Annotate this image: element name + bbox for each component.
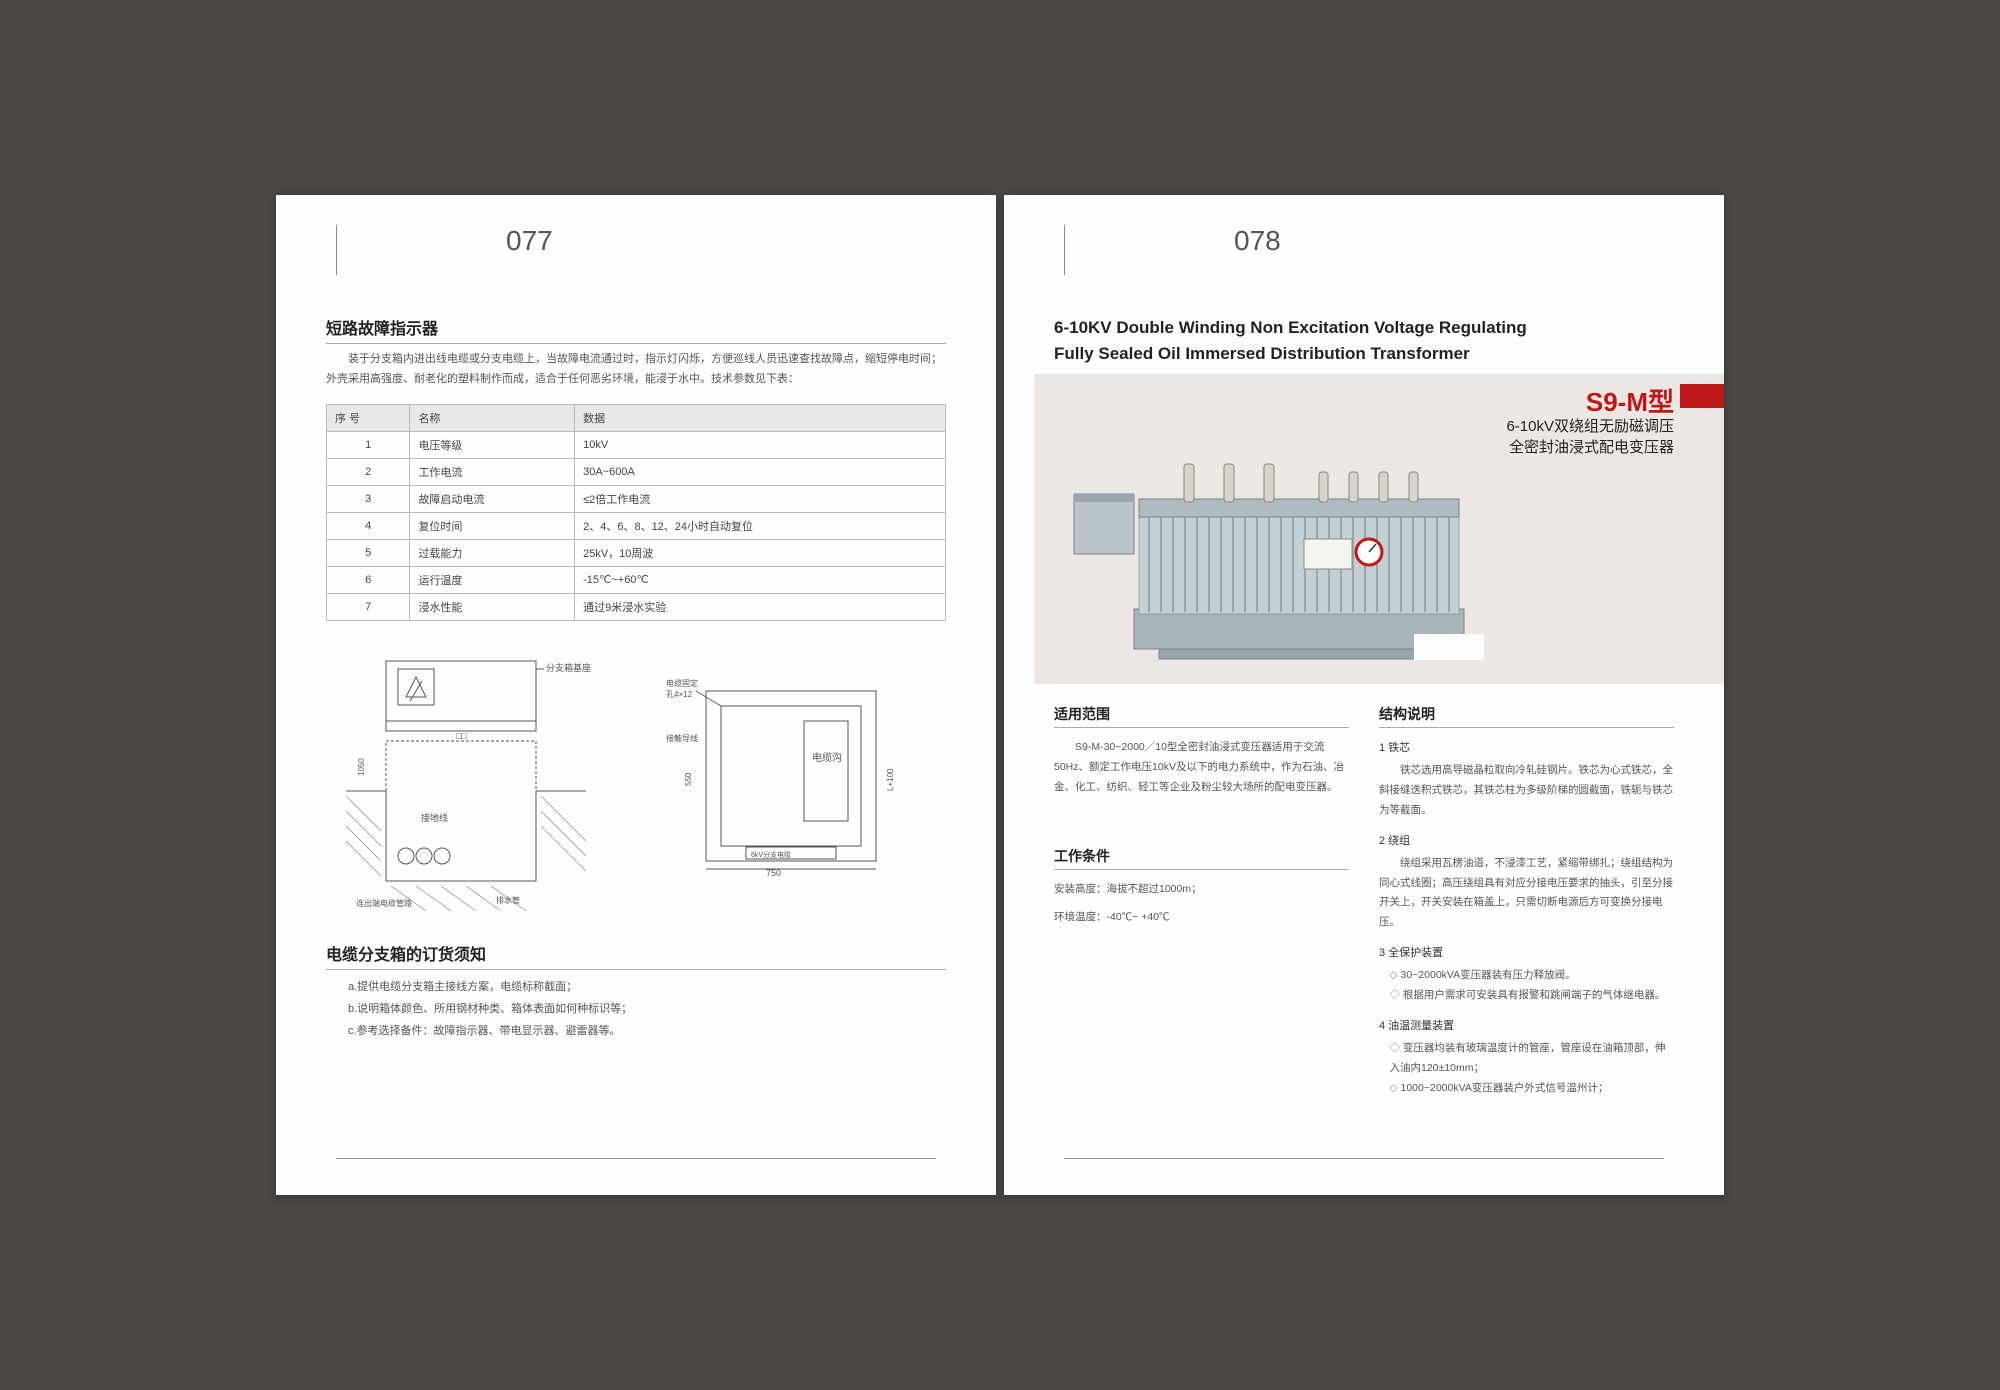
right-column: 结构说明 1 铁芯铁芯选用高导磁晶粒取向冷轧硅钢片。铁芯为心式铁芯，全斜接缝迭积… [1379,704,1674,1109]
cn-subtitle-l1: 6-10kV双绕组无励磁调压 [1506,416,1674,437]
svg-text:550: 550 [684,772,693,786]
product-banner: S9-M型 6-10kV双绕组无励磁调压 全密封油浸式配电变压器 [1034,374,1724,684]
svg-text:电缆沟: 电缆沟 [812,751,842,764]
english-title-line2: Fully Sealed Oil Immersed Distribution T… [1054,341,1674,367]
cn-subtitle-l2: 全密封油浸式配电变压器 [1506,437,1674,458]
structure-head: 1 铁芯 [1379,738,1674,759]
svg-text:L+100: L+100 [886,768,895,791]
table-row: 1电压等级10kV [327,431,946,458]
structure-title: 结构说明 [1379,704,1674,728]
svg-text:接触导线: 接触导线 [666,733,698,743]
cond-line2: 环境温度：-40℃~ +40℃ [1054,908,1349,928]
structure-item: 2 绕组绕组采用瓦楞油道，不浸漆工艺，紧缩带绑扎；绕组结构为同心式线圈；高压绕组… [1379,831,1674,934]
svg-text:孔4×12: 孔4×12 [666,690,693,699]
page-right: 078 6-10KV Double Winding Non Excitation… [1004,195,1724,1195]
table-row: 3故障启动电流≤2倍工作电流 [327,485,946,512]
page-number-left: 077 [506,225,553,257]
header-rule [336,225,337,275]
list-item: c.参考选择备件：故障指示器、带电显示器、避雷器等。 [348,1020,946,1042]
table-header: 数据 [575,404,946,431]
cond-line1: 安装高度：海拔不超过1000m； [1054,880,1349,900]
structure-bullet: 30~2000kVA变压器装有压力释放阀。 [1379,966,1674,986]
table-header: 名称 [410,404,575,431]
structure-head: 2 绕组 [1379,831,1674,852]
section-title-fault-indicator: 短路故障指示器 [326,315,946,344]
svg-text:接地线: 接地线 [421,812,448,823]
structure-body: 绕组采用瓦楞油道，不浸漆工艺，紧缩带绑扎；绕组结构为同心式线圈；高压绕组具有对应… [1379,854,1674,934]
structure-head: 4 油温测量装置 [1379,1016,1674,1037]
header-rule [1064,225,1065,275]
footer-rule [1064,1158,1664,1159]
structure-body: 铁芯选用高导磁晶粒取向冷轧硅钢片。铁芯为心式铁芯，全斜接缝迭积式铁芯，其铁芯柱为… [1379,761,1674,821]
scope-title: 适用范围 [1054,704,1349,728]
left-column: 适用范围 S9-M-30~2000／10型全密封油浸式变压器适用于交流50Hz、… [1054,704,1349,1109]
transformer-illustration [1064,444,1504,674]
structure-bullet: 变压器均装有玻璃温度计的管座，管座设在油箱顶部，伸入油内120±10mm； [1379,1039,1674,1079]
table-row: 4复位时间2、4、6、8、12、24小时自动复位 [327,512,946,539]
svg-text:□□: □□ [456,731,467,741]
english-title-line1: 6-10KV Double Winding Non Excitation Vol… [1054,315,1674,341]
structure-item: 3 全保护装置30~2000kVA变压器装有压力释放阀。根据用户需求可安装具有报… [1379,943,1674,1006]
model-label: S9-M型 [1586,382,1674,419]
svg-text:分支箱基座: 分支箱基座 [546,662,591,673]
page-number-right: 078 [1234,225,1281,257]
structure-item: 4 油温测量装置变压器均装有玻璃温度计的管座，管座设在油箱顶部，伸入油内120±… [1379,1016,1674,1099]
page-spread: 077 短路故障指示器 装于分支箱内进出线电缆或分支电缆上，当故障电流通过时，指… [276,195,1724,1195]
list-item: a.提供电缆分支箱主接线方案，电缆标称截面； [348,976,946,998]
chinese-subtitle: 6-10kV双绕组无励磁调压 全密封油浸式配电变压器 [1506,416,1674,458]
svg-text:连出端电缆管路: 连出端电缆管路 [356,898,412,908]
section-title-order: 电缆分支箱的订货须知 [326,941,946,970]
structure-head: 3 全保护装置 [1379,943,1674,964]
list-item: b.说明箱体颜色、所用钢材种类、箱体表面如何种标识等； [348,998,946,1020]
conditions-title: 工作条件 [1054,846,1349,870]
structure-bullet: 1000~2000kVA变压器装户外式信号温州计； [1379,1079,1674,1099]
structure-item: 1 铁芯铁芯选用高导磁晶粒取向冷轧硅钢片。铁芯为心式铁芯，全斜接缝迭积式铁芯，其… [1379,738,1674,821]
installation-diagram: □□ [326,641,946,921]
svg-text:电缆固定: 电缆固定 [666,678,698,688]
svg-text:1050: 1050 [357,757,366,775]
spec-table: 序 号名称数据 1电压等级10kV2工作电流30A~600A3故障启动电流≤2倍… [326,404,946,621]
intro-paragraph: 装于分支箱内进出线电缆或分支电缆上，当故障电流通过时，指示灯闪烁，方便巡线人员迅… [326,350,946,390]
table-row: 5过载能力25kV，10周波 [327,539,946,566]
table-row: 2工作电流30A~600A [327,458,946,485]
table-row: 6运行温度-15℃~+60℃ [327,566,946,593]
order-list: a.提供电缆分支箱主接线方案，电缆标称截面；b.说明箱体颜色、所用钢材种类、箱体… [326,976,946,1042]
footer-rule [336,1158,936,1159]
scope-text: S9-M-30~2000／10型全密封油浸式变压器适用于交流50Hz、额定工作电… [1054,738,1349,798]
table-row: 7浸水性能通过9米浸水实验 [327,593,946,620]
svg-text:排水管: 排水管 [496,895,520,905]
accent-bar [1680,384,1724,408]
page-left: 077 短路故障指示器 装于分支箱内进出线电缆或分支电缆上，当故障电流通过时，指… [276,195,996,1195]
svg-text:6kV分支电缆: 6kV分支电缆 [751,850,791,859]
structure-bullet: 根据用户需求可安装具有报警和跳闸端子的气体继电器。 [1379,986,1674,1006]
table-header: 序 号 [327,404,410,431]
